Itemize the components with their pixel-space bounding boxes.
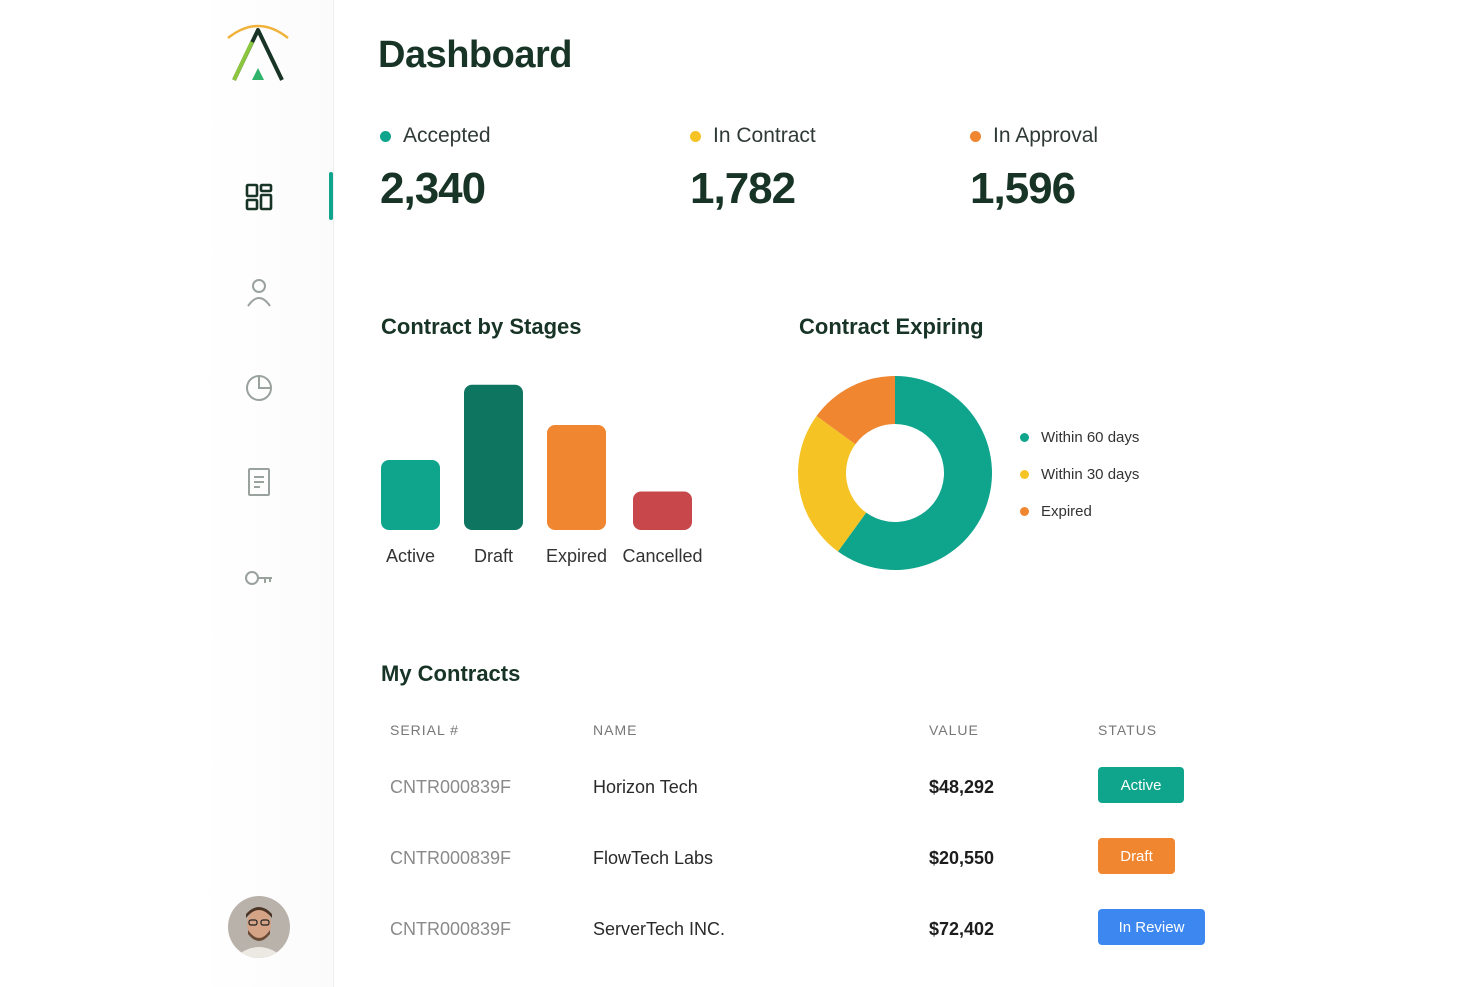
pie-chart-icon	[246, 375, 272, 401]
status-badge[interactable]: Active	[1098, 767, 1184, 803]
sidebar-item-reports[interactable]	[238, 366, 280, 408]
stat-value: 2,340	[380, 164, 486, 213]
stat-value: 1,596	[970, 164, 1076, 213]
legend-dot	[1020, 469, 1029, 479]
legend-label: Within 30 days	[1041, 465, 1140, 483]
sidebar-item-documents[interactable]	[238, 461, 280, 503]
legend-dot	[1020, 432, 1029, 442]
stat-value: 1,782	[690, 164, 796, 213]
expiring-donut-chart	[798, 376, 992, 570]
column-header-name[interactable]: NAME	[593, 722, 638, 738]
stat-in-approval: In Approval 1,596	[970, 124, 1098, 214]
grid-icon	[245, 183, 273, 211]
stat-label: In Approval	[993, 124, 1099, 147]
name-cell: ServerTech INC.	[593, 919, 726, 939]
value-cell: $72,402	[929, 919, 995, 939]
status-dot	[380, 130, 391, 142]
value-cell: $20,550	[929, 848, 995, 868]
donut-legend: Within 60 days Within 30 days Expired	[1020, 426, 1139, 537]
bar-label: Active	[386, 546, 435, 566]
page-title: Dashboard	[378, 34, 572, 76]
legend-label: Within 60 days	[1041, 428, 1140, 446]
donut-slice-within-60-days[interactable]	[837, 376, 992, 570]
legend-item: Expired	[1020, 500, 1139, 522]
legend-item: Within 30 days	[1020, 463, 1139, 485]
sidebar-item-users[interactable]	[238, 271, 280, 313]
table-row[interactable]: CNTR000839F ServerTech INC. $72,402 In R…	[390, 909, 1250, 949]
sidebar	[200, 0, 334, 987]
sidebar-item-keys[interactable]	[238, 556, 280, 598]
status-badge[interactable]: Draft	[1098, 838, 1175, 874]
donut-slice-within-30-days[interactable]	[798, 415, 867, 552]
stat-in-contract: In Contract 1,782	[690, 124, 816, 214]
legend-dot	[1020, 506, 1029, 516]
stages-bar-chart: Active Draft Expired Cancelled	[381, 384, 703, 566]
user-avatar-icon	[228, 896, 290, 958]
brand-logo[interactable]	[222, 16, 294, 86]
column-header-value[interactable]: VALUE	[929, 722, 979, 738]
stat-label: In Contract	[713, 124, 816, 147]
section-title-contracts: My Contracts	[381, 661, 521, 686]
name-cell: Horizon Tech	[593, 777, 698, 797]
user-icon	[247, 279, 271, 307]
status-dot	[690, 130, 701, 142]
document-icon	[248, 468, 270, 496]
section-title-stages: Contract by Stages	[381, 314, 582, 339]
stat-accepted: Accepted 2,340	[380, 124, 491, 214]
serial-cell: CNTR000839F	[390, 777, 512, 797]
sidebar-item-dashboard[interactable]	[238, 176, 280, 218]
serial-cell: CNTR000839F	[390, 848, 512, 868]
table-row[interactable]: CNTR000839F Horizon Tech $48,292 Active	[390, 767, 1250, 807]
legend-item: Within 60 days	[1020, 426, 1139, 448]
bar-draft[interactable]	[464, 384, 523, 530]
status-dot	[970, 130, 981, 142]
table-row[interactable]: CNTR000839F FlowTech Labs $20,550 Draft	[390, 838, 1250, 878]
donut-slice-expired[interactable]	[816, 376, 895, 445]
key-icon	[245, 571, 272, 585]
bar-label: Expired	[546, 546, 607, 566]
bar-cancelled[interactable]	[633, 491, 692, 531]
column-header-status[interactable]: STATUS	[1098, 722, 1158, 738]
value-cell: $48,292	[929, 777, 995, 797]
bar-active[interactable]	[381, 460, 440, 530]
bar-label: Cancelled	[622, 546, 702, 566]
bar-label: Draft	[474, 546, 513, 566]
avatar[interactable]	[228, 896, 290, 958]
serial-cell: CNTR000839F	[390, 919, 512, 939]
stat-label: Accepted	[403, 124, 491, 147]
active-nav-indicator	[329, 172, 333, 220]
column-header-serial[interactable]: SERIAL #	[390, 722, 459, 738]
bar-expired[interactable]	[547, 425, 606, 530]
status-badge[interactable]: In Review	[1098, 909, 1205, 945]
legend-label: Expired	[1041, 502, 1092, 520]
name-cell: FlowTech Labs	[593, 848, 714, 868]
section-title-expiring: Contract Expiring	[799, 314, 984, 339]
